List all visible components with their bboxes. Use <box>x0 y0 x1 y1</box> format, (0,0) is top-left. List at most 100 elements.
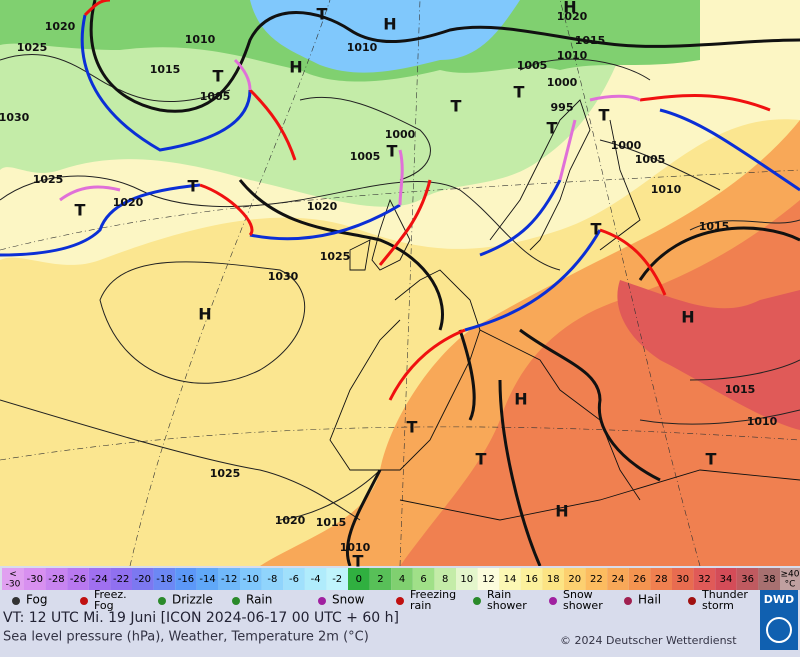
isobar-label: 1010 <box>557 49 588 62</box>
weather-label: Drizzle <box>172 593 213 607</box>
pressure-center: T <box>75 201 86 220</box>
pressure-center: H <box>514 390 527 409</box>
scale-label: 26 <box>633 574 646 585</box>
pressure-center: T <box>476 450 487 469</box>
weather-label: Fog <box>26 593 47 607</box>
copyright: © 2024 Deutscher Wetterdienst <box>560 634 737 647</box>
isobar-label: 1000 <box>611 139 642 152</box>
weather-label: Fog <box>94 599 114 612</box>
scale-label: -16 <box>178 574 194 585</box>
weather-label: Snow <box>332 593 365 607</box>
weather-label: shower <box>563 599 603 612</box>
scale-label: 20 <box>568 574 581 585</box>
scale-label: -20 <box>135 574 151 585</box>
isobar-label: 1010 <box>347 41 378 54</box>
isobar-label: 1015 <box>316 516 347 529</box>
temperature-field <box>617 280 800 430</box>
coastline <box>329 99 800 521</box>
scale-cell <box>326 568 348 590</box>
scale-label: 12 <box>482 574 495 585</box>
logo: DWD <box>764 593 794 606</box>
weather-symbol <box>80 597 88 605</box>
scale-cell <box>780 568 800 590</box>
map <box>0 0 800 567</box>
scale-label: -24 <box>91 574 107 585</box>
weather-label: Snow <box>563 588 593 601</box>
scale-label: 10 <box>460 574 473 585</box>
cold-front <box>0 14 800 332</box>
scale-label: 22 <box>590 574 603 585</box>
scale-label: 8 <box>442 574 448 585</box>
scale-cell <box>240 568 262 590</box>
scale-label: -22 <box>113 574 129 585</box>
pressure-center: T <box>353 552 364 571</box>
pressure-center: H <box>383 15 396 34</box>
weather-label: Freezing <box>410 588 456 601</box>
scale-cell <box>132 568 154 590</box>
scale-cell <box>2 568 24 590</box>
isobar-label: 1005 <box>517 59 548 72</box>
pressure-center: T <box>514 83 525 102</box>
scale-label: -30 <box>27 574 43 585</box>
isobar-label: 1020 <box>307 200 338 213</box>
scale-label: 38 <box>763 574 776 585</box>
isobar-label: 1025 <box>17 41 48 54</box>
scale-label: -14 <box>199 574 215 585</box>
temperature-field <box>400 200 800 566</box>
scale-label: -26 <box>70 574 86 585</box>
scale-cell <box>283 568 305 590</box>
isobar-label: 1015 <box>150 63 181 76</box>
scale-cell <box>628 568 651 590</box>
scale-cell <box>477 568 500 590</box>
pressure-center: T <box>213 67 224 86</box>
occluded-front <box>59 58 641 206</box>
scale-label: 30 <box>676 574 689 585</box>
weather-label: shower <box>487 599 527 612</box>
scale-cell <box>607 568 629 590</box>
scale-label: 28 <box>655 574 668 585</box>
isobar-label: 1020 <box>275 514 306 527</box>
weather-symbol <box>318 597 326 605</box>
weather-label: Rain <box>487 588 511 601</box>
temperature-field <box>250 0 520 73</box>
scale-label: -18 <box>156 574 172 585</box>
isobar-label: 1010 <box>747 415 778 428</box>
scale-label: -12 <box>221 574 237 585</box>
pressure-center: T <box>188 177 199 196</box>
isobar-label: 1025 <box>33 173 64 186</box>
pressure-center: T <box>387 142 398 161</box>
scale-cell <box>585 568 608 590</box>
weather-symbol <box>473 597 481 605</box>
logo-box <box>760 590 798 650</box>
isobar-label: 1005 <box>350 150 381 163</box>
pressure-center: H <box>198 305 211 324</box>
isobar-label: 1030 <box>0 111 30 124</box>
scale-label: 16 <box>525 574 538 585</box>
scale-cell <box>412 568 435 590</box>
scale-label: 34 <box>720 574 733 585</box>
scale-label: -2 <box>332 574 342 585</box>
weather-symbol <box>12 597 20 605</box>
scale-cell <box>456 568 478 590</box>
scale-cell <box>175 568 197 590</box>
weather-symbol <box>396 597 404 605</box>
scale-cell <box>434 568 456 590</box>
scale-label: < <box>9 570 17 580</box>
scale-label: 2 <box>377 574 383 585</box>
scale-cell <box>693 568 716 590</box>
scale-cell <box>564 568 586 590</box>
isobar-label: 995 <box>551 101 574 114</box>
scale-cell <box>369 568 392 590</box>
scale-label: -4 <box>311 574 321 585</box>
scale-cell <box>45 568 68 590</box>
weather-label: Freez. <box>94 588 127 601</box>
scale-cell <box>542 568 564 590</box>
scale-cell <box>67 568 89 590</box>
pressure-center: T <box>407 418 418 437</box>
scale-cell <box>499 568 521 590</box>
scale-cell <box>758 568 780 590</box>
pressure-center: H <box>563 0 576 17</box>
scale-label: 0 <box>356 574 362 585</box>
scale-label: 4 <box>399 574 405 585</box>
